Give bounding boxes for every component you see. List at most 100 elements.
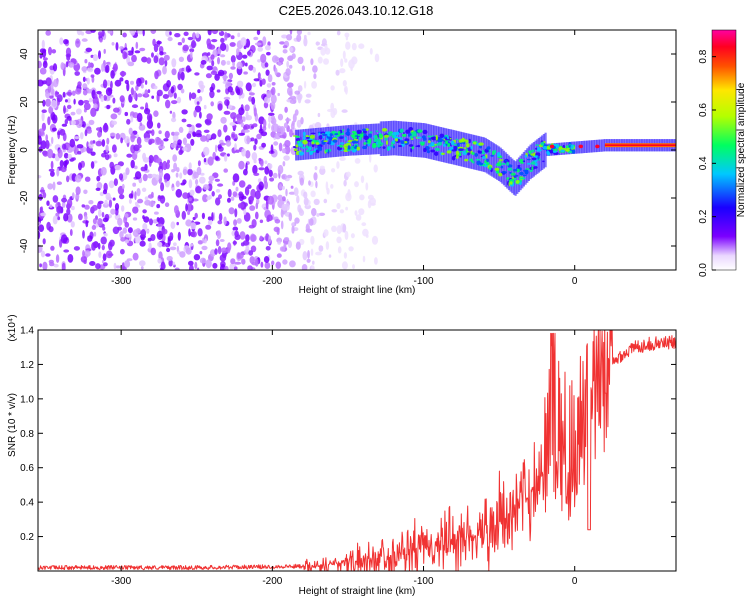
- noise-blob: [245, 150, 251, 159]
- noise-blob: [49, 95, 54, 99]
- noise-blob: [228, 207, 235, 215]
- noise-blob: [82, 76, 86, 83]
- signal-band-column: [409, 122, 412, 157]
- noise-blob: [291, 225, 295, 234]
- noise-blob: [38, 224, 45, 232]
- noise-blob: [177, 139, 182, 146]
- noise-blob: [68, 62, 75, 68]
- noise-blob: [147, 237, 152, 242]
- noise-blob: [365, 234, 369, 238]
- noise-blob: [252, 123, 258, 128]
- noise-blob: [42, 57, 48, 61]
- noise-blob: [268, 122, 271, 129]
- noise-blob: [165, 99, 171, 109]
- signal-band-column: [389, 120, 392, 156]
- x-tick-label: -200: [262, 276, 282, 287]
- noise-blob: [313, 172, 318, 181]
- noise-blob: [303, 191, 308, 199]
- signal-blob: [528, 150, 532, 155]
- noise-blob: [203, 158, 207, 163]
- noise-blob: [342, 50, 346, 60]
- noise-blob: [262, 36, 267, 46]
- noise-blob: [121, 183, 125, 190]
- noise-blob: [264, 166, 270, 175]
- noise-blob: [258, 167, 265, 171]
- signal-blob: [525, 168, 530, 170]
- noise-blob: [110, 208, 116, 215]
- signal-band-column: [492, 143, 496, 178]
- noise-blob: [38, 230, 41, 240]
- colorbar-tick-label: 0.6: [698, 103, 709, 117]
- noise-blob: [289, 47, 294, 52]
- noise-blob: [296, 30, 302, 35]
- noise-blob: [306, 258, 311, 263]
- noise-blob: [67, 153, 72, 160]
- noise-blob: [315, 251, 322, 256]
- noise-blob: [61, 197, 68, 203]
- signal-blob: [302, 131, 306, 137]
- signal-blob: [419, 141, 426, 144]
- signal-blob: [531, 166, 534, 171]
- noise-blob: [281, 185, 285, 190]
- noise-blob: [206, 38, 211, 47]
- noise-blob: [352, 264, 355, 270]
- signal-blob: [359, 133, 364, 138]
- noise-blob: [246, 51, 252, 56]
- noise-blob: [219, 142, 226, 146]
- signal-blob: [522, 174, 527, 177]
- signal-band-column: [542, 134, 545, 169]
- noise-blob: [373, 164, 378, 173]
- noise-blob: [190, 204, 194, 211]
- y-tick-label: 40: [19, 48, 30, 60]
- noise-blob: [150, 30, 157, 34]
- noise-blob: [226, 60, 231, 65]
- noise-blob: [131, 54, 137, 63]
- noise-blob: [125, 167, 130, 176]
- noise-blob: [320, 47, 326, 56]
- noise-blob: [277, 164, 284, 175]
- noise-blob: [219, 239, 225, 242]
- signal-band-column: [506, 153, 509, 189]
- noise-blob: [80, 132, 84, 140]
- noise-blob: [105, 144, 109, 153]
- noise-blob: [266, 51, 271, 56]
- noise-blob: [122, 32, 127, 38]
- noise-blob: [70, 120, 76, 126]
- noise-blob: [330, 85, 335, 91]
- noise-blob: [276, 125, 282, 133]
- noise-blob: [236, 80, 244, 88]
- noise-blob: [137, 30, 144, 35]
- signal-band-column: [403, 121, 406, 157]
- signal-blob: [484, 148, 489, 153]
- signal-blob: [439, 133, 445, 138]
- noise-blob: [129, 30, 135, 34]
- signal-blob: [499, 161, 502, 165]
- noise-blob: [253, 144, 257, 151]
- signal-blob: [430, 142, 435, 147]
- signal-blob: [479, 162, 484, 166]
- noise-blob: [45, 253, 51, 257]
- signal-blob: [549, 149, 554, 154]
- noise-blob: [277, 241, 281, 245]
- signal-blob: [433, 151, 439, 156]
- noise-blob: [230, 196, 235, 201]
- signal-band-column: [306, 128, 309, 160]
- noise-blob: [56, 181, 63, 185]
- noise-blob: [307, 250, 310, 259]
- signal-blob: [400, 140, 405, 145]
- noise-blob: [56, 167, 60, 177]
- signal-band-column: [383, 121, 386, 156]
- signal-blob: [493, 150, 497, 154]
- signal-blob: [409, 135, 414, 139]
- noise-blob: [264, 160, 268, 165]
- noise-blob: [144, 89, 148, 97]
- signal-blob: [490, 154, 495, 157]
- noise-blob: [162, 160, 168, 171]
- signal-blob: [537, 156, 540, 160]
- signal-band-column: [576, 141, 579, 154]
- signal-blob: [552, 150, 557, 153]
- noise-blob: [212, 262, 218, 269]
- signal-blob: [375, 130, 379, 132]
- signal-blob: [485, 147, 491, 150]
- noise-blob: [236, 218, 242, 224]
